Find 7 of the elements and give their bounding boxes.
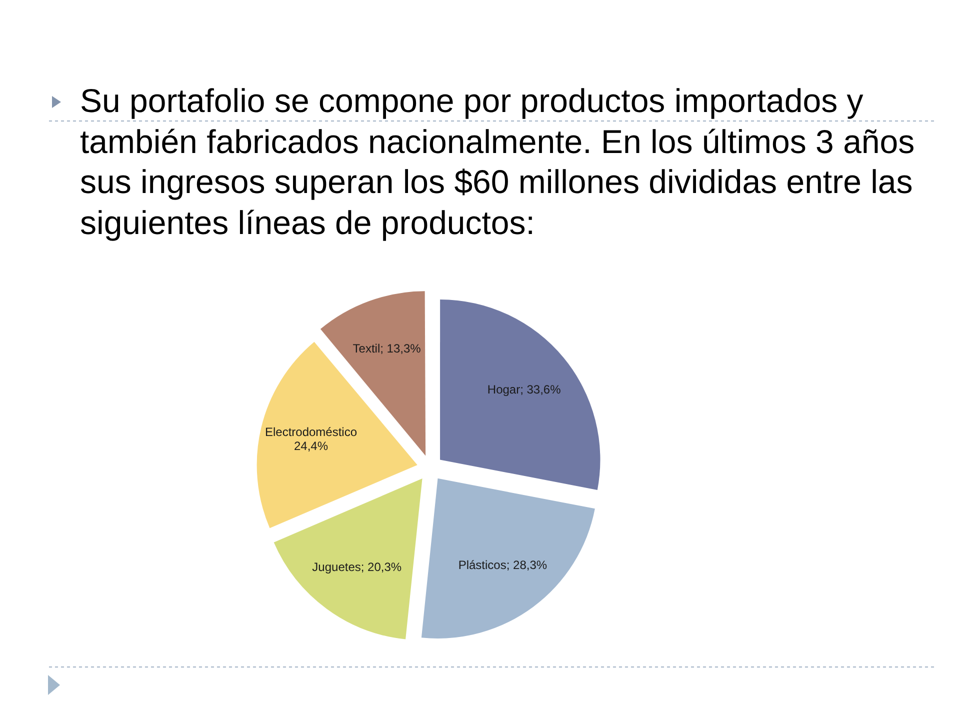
slice-label: Hogar; 33,6% [487, 382, 562, 397]
data-label: 24,4% [294, 438, 328, 453]
slice-label: Juguetes; 20,3% [312, 560, 402, 574]
slice-label: Electrodoméstico [264, 424, 358, 439]
chart-title: Su portafolio se compone por productos importados y también fabricados nacionalmente. En los últimos 3 años sus ingresos superan los $60 millones divididas entre las siguientes líneas de productos: [80, 81, 916, 243]
slice-label: Plásticos; 28,3% [458, 558, 548, 572]
slice-label: Textil; 13,3% [352, 341, 422, 356]
